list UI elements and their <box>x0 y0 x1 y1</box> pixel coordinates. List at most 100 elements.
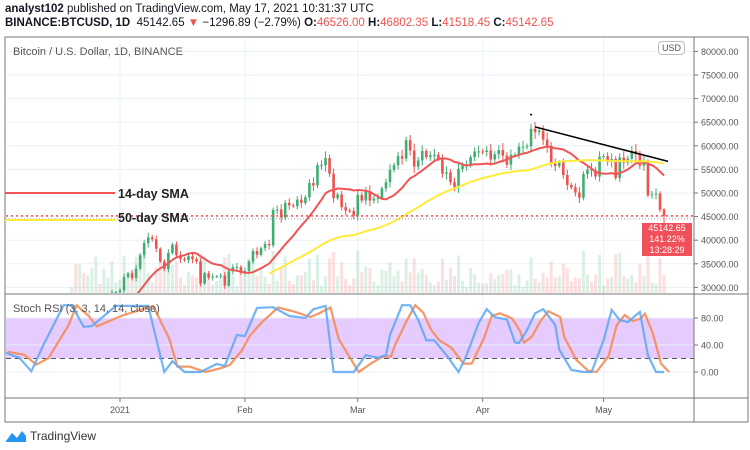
sma50-line <box>268 159 665 275</box>
sma14-line <box>136 145 665 293</box>
volume-bar <box>598 255 602 293</box>
volume-bar <box>138 253 142 293</box>
high-label: H: <box>368 17 381 29</box>
candle-body <box>171 244 174 253</box>
candle-body <box>154 239 158 249</box>
candle-body <box>138 255 142 269</box>
volume-bar <box>440 258 444 293</box>
volume-bar <box>336 276 340 293</box>
price-tick-label: 45000.00 <box>701 212 739 222</box>
candle-body <box>122 277 126 291</box>
candle-body <box>187 256 190 261</box>
volume-bar <box>360 272 364 293</box>
time-tick-label: Apr <box>476 405 490 415</box>
volume-bar <box>469 268 473 293</box>
candle-body <box>537 130 541 133</box>
candle-body <box>150 237 154 240</box>
candle-body <box>271 209 275 246</box>
candle-body <box>207 273 210 278</box>
candle-body <box>328 158 331 174</box>
candle-body <box>529 128 533 147</box>
volume-bar <box>473 273 477 293</box>
volume-bar <box>408 272 412 293</box>
candle-body <box>646 161 650 196</box>
volume-bar <box>634 282 638 293</box>
candle-body <box>304 197 307 203</box>
publish-text: published on TradingView.com, May 17, 20… <box>67 3 374 15</box>
candle-body <box>263 243 267 249</box>
candle-body <box>545 139 549 146</box>
price-tick-label: 30000.00 <box>701 283 739 293</box>
volume-bar <box>90 268 94 293</box>
candle-body <box>195 259 198 262</box>
price-tick-label: 40000.00 <box>701 236 739 246</box>
pane-title: Bitcoin / U.S. Dollar, 1D, BINANCE <box>13 46 183 58</box>
volume-bar <box>207 275 211 293</box>
volume-bar <box>553 277 557 293</box>
currency-badge[interactable]: USD <box>658 41 686 55</box>
volume-bar <box>537 282 541 293</box>
candle-body <box>336 194 339 199</box>
open-value: 46526.00 <box>316 17 365 29</box>
brand-name: TradingView <box>30 429 97 443</box>
candle-body <box>590 169 593 171</box>
sma-lines <box>136 113 669 293</box>
volume-bar <box>573 277 577 293</box>
tradingview-logo[interactable]: TradingView <box>5 429 96 443</box>
down-triangle-icon: ▼ <box>187 17 200 29</box>
volume-bar <box>283 256 287 293</box>
candle-body <box>521 146 525 148</box>
badge-price: 45142.65 <box>648 223 686 233</box>
volume-bar <box>251 258 255 293</box>
candle-body <box>404 140 408 159</box>
candle-body <box>557 162 561 167</box>
volume-bar <box>352 278 356 293</box>
candle-body <box>566 175 569 185</box>
volume-bar <box>388 262 392 293</box>
volume-bar <box>178 277 182 293</box>
volume-bar <box>78 264 82 293</box>
volume-bar <box>400 281 404 293</box>
close-label: C: <box>493 17 506 29</box>
candle-body <box>461 165 464 169</box>
candle-body <box>320 165 323 167</box>
author[interactable]: analyst102 <box>5 3 64 15</box>
time-tick-label: Mar <box>350 405 366 415</box>
volume-bar <box>311 280 315 293</box>
candle-body <box>396 156 400 166</box>
candle-body <box>420 150 424 161</box>
volume-bar <box>231 274 235 293</box>
volume-bar <box>541 272 545 293</box>
volume-bar <box>324 276 328 293</box>
price-tick-label: 35000.00 <box>701 259 739 269</box>
volume-bar <box>195 277 199 293</box>
volume-bar <box>307 258 311 293</box>
volume-bar <box>332 252 336 293</box>
candle-body <box>453 182 456 187</box>
marker-dot <box>530 113 533 116</box>
volume-bar <box>517 274 521 293</box>
candle-body <box>622 157 626 163</box>
candle-body <box>239 267 243 273</box>
volume-bar <box>187 272 191 293</box>
volume-bar <box>215 281 219 293</box>
volume-bar <box>86 275 90 293</box>
candle-body <box>316 165 319 186</box>
volume-bar <box>513 285 517 293</box>
candle-body <box>344 207 347 211</box>
volume-bar <box>267 283 271 293</box>
stoch-tick-label: 40.00 <box>701 341 724 351</box>
price-tick-label: 55000.00 <box>701 165 739 175</box>
volume-bar <box>98 283 102 293</box>
volume-bar <box>650 282 654 293</box>
candle-body <box>300 199 303 203</box>
volume-bar <box>158 252 162 293</box>
candle-body <box>541 130 545 140</box>
candle-body <box>372 198 376 201</box>
candle-body <box>549 145 553 164</box>
candle-body <box>662 209 666 216</box>
candle-body <box>126 273 130 278</box>
volume-bar <box>561 263 565 293</box>
volume-bar <box>602 285 606 293</box>
